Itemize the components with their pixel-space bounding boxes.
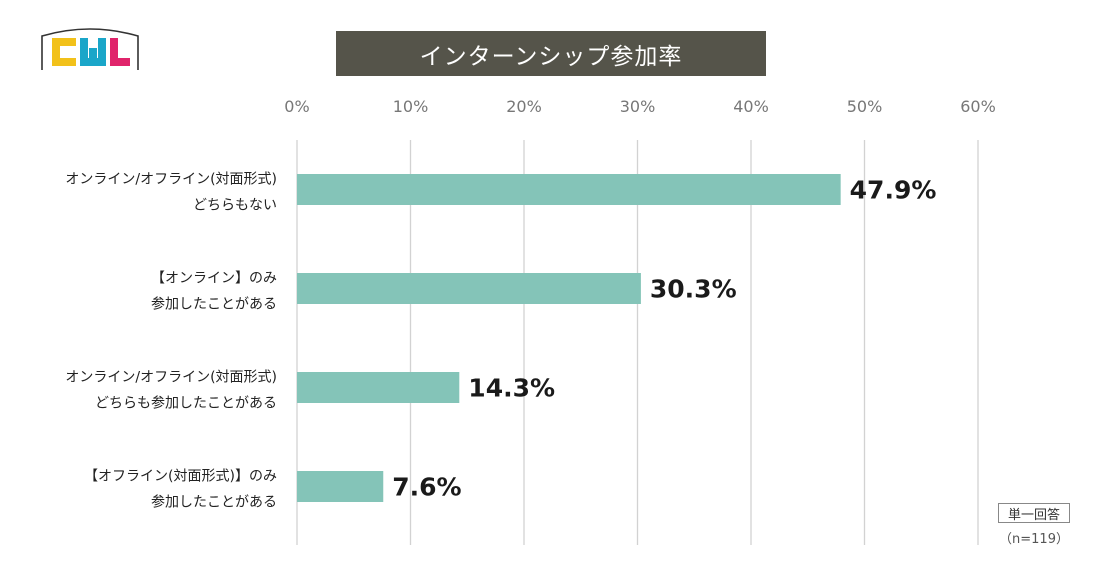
x-tick-label: 0% (284, 97, 309, 116)
category-label-line: どちらも参加したことがある (95, 395, 277, 412)
category-label-line: オンライン/オフライン(対面形式) (65, 370, 277, 386)
category-label-line: 参加したことがある (151, 296, 277, 313)
bar (297, 471, 384, 502)
category-label: オンライン/オフライン(対面形式) どちらも参加したことがある (65, 370, 277, 412)
category-label-line: オンライン/オフライン(対面形式) (65, 172, 277, 188)
x-tick-label: 40% (733, 97, 769, 116)
bar (297, 174, 841, 205)
x-tick-label: 50% (847, 97, 883, 116)
category-label-line: どちらもない (193, 198, 277, 214)
bar (297, 273, 641, 304)
cwl-logo (41, 28, 139, 70)
category-labels: オンライン/オフライン(対面形式) どちらもない【オンライン】のみ参加したことがあ… (65, 172, 277, 511)
grid-lines (296, 140, 979, 545)
x-tick-label: 20% (506, 97, 542, 116)
x-axis-ticks: 0% 10% 20% 30% 40% 50% 60% (284, 97, 995, 116)
chart-title: インターンシップ参加率 (336, 31, 766, 76)
x-tick-label: 60% (960, 97, 996, 116)
category-label-line: 参加したことがある (151, 494, 277, 511)
sample-size: （n=119） (999, 532, 1069, 547)
bars (297, 174, 841, 502)
category-label: オンライン/オフライン(対面形式) どちらもない (65, 172, 277, 214)
answer-type-badge: 単一回答 (998, 503, 1070, 523)
category-label-line: 【オフライン(対面形式)】のみ (84, 469, 277, 485)
value-label: 7.6% (392, 473, 461, 502)
value-label: 14.3% (468, 374, 555, 403)
value-label: 30.3% (650, 275, 737, 304)
x-tick-label: 30% (620, 97, 656, 116)
x-tick-label: 10% (393, 97, 429, 116)
value-label: 47.9% (850, 176, 937, 205)
bar (297, 372, 460, 403)
value-labels: 47.9% 30.3% 14.3% 7.6% (392, 176, 936, 502)
category-label-line: 【オンライン】のみ (151, 271, 277, 287)
